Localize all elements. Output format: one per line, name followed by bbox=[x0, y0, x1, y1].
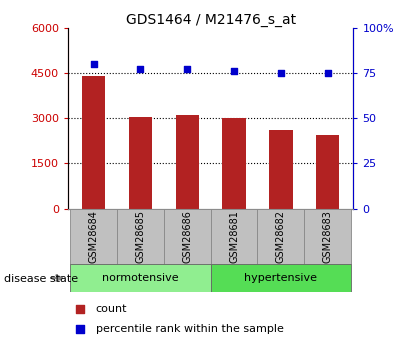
FancyBboxPatch shape bbox=[70, 209, 117, 264]
Text: count: count bbox=[95, 304, 127, 314]
FancyBboxPatch shape bbox=[164, 209, 211, 264]
Bar bbox=[269, 130, 293, 209]
Point bbox=[184, 67, 191, 72]
Text: GSM28681: GSM28681 bbox=[229, 210, 239, 263]
Point bbox=[277, 70, 284, 76]
Point bbox=[331, 23, 337, 28]
FancyBboxPatch shape bbox=[70, 264, 211, 292]
Text: hypertensive: hypertensive bbox=[245, 273, 317, 283]
Text: GSM28684: GSM28684 bbox=[88, 210, 99, 263]
Bar bbox=[129, 117, 152, 209]
Bar bbox=[222, 118, 246, 209]
Point bbox=[90, 61, 97, 67]
Text: normotensive: normotensive bbox=[102, 273, 179, 283]
FancyBboxPatch shape bbox=[211, 209, 257, 264]
Point bbox=[324, 70, 331, 76]
Bar bbox=[316, 135, 339, 209]
Title: GDS1464 / M21476_s_at: GDS1464 / M21476_s_at bbox=[126, 12, 296, 27]
Text: GSM28686: GSM28686 bbox=[182, 210, 192, 263]
Point bbox=[137, 67, 144, 72]
FancyBboxPatch shape bbox=[211, 264, 351, 292]
Bar bbox=[82, 76, 105, 209]
Text: GSM28683: GSM28683 bbox=[323, 210, 333, 263]
Text: GSM28682: GSM28682 bbox=[276, 210, 286, 263]
FancyBboxPatch shape bbox=[304, 209, 351, 264]
Text: disease state: disease state bbox=[4, 274, 78, 284]
Point bbox=[331, 202, 337, 208]
FancyBboxPatch shape bbox=[257, 209, 304, 264]
Point bbox=[231, 68, 237, 74]
Text: GSM28685: GSM28685 bbox=[135, 210, 145, 263]
Bar bbox=[175, 115, 199, 209]
Text: percentile rank within the sample: percentile rank within the sample bbox=[95, 324, 284, 334]
FancyBboxPatch shape bbox=[117, 209, 164, 264]
